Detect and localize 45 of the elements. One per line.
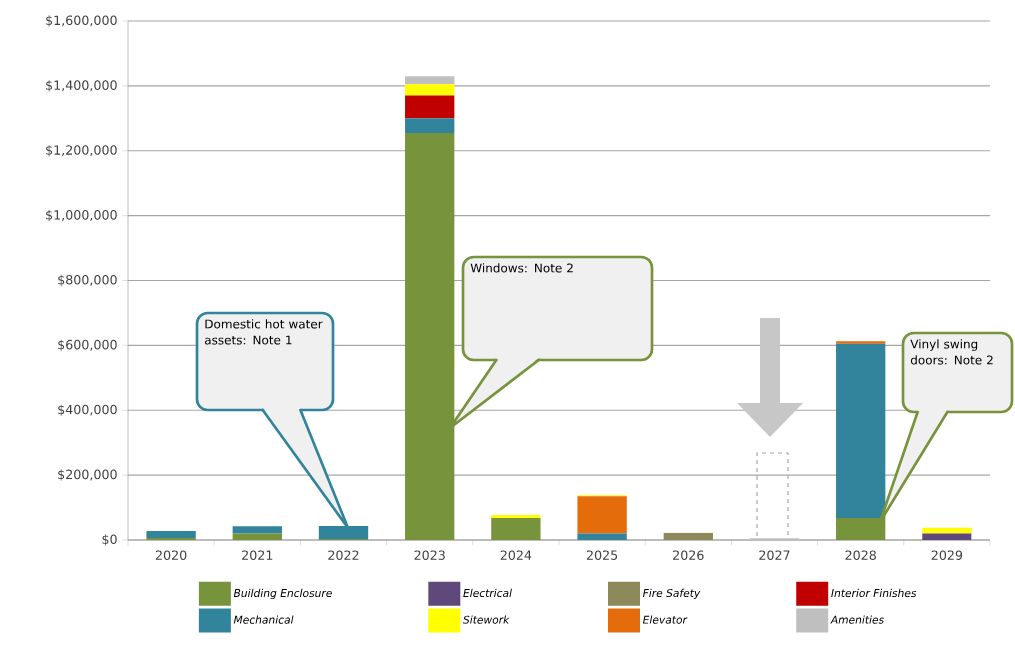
y-tick-label: $1,200,000: [46, 145, 117, 157]
bar: [232, 533, 282, 540]
y-tick-label: $1,600,000: [46, 15, 117, 27]
x-tick-label: 2023: [414, 550, 445, 560]
bar: [405, 95, 455, 119]
bar: [146, 530, 196, 539]
x-tick-label: 2025: [586, 550, 618, 560]
y-tick-label: $800,000: [58, 274, 117, 287]
x-tick-label: 2021: [242, 550, 273, 560]
legend-label: Mechanical: [233, 615, 294, 624]
bar: [922, 527, 972, 534]
bar: [663, 532, 713, 540]
x-tick-label: 2022: [328, 550, 359, 560]
bar: [491, 517, 541, 540]
bar: [405, 118, 455, 133]
y-tick-label: $1,000,000: [46, 209, 117, 222]
bar: [577, 533, 627, 540]
bar: [491, 515, 541, 518]
y-tick-label: $400,000: [58, 404, 117, 416]
x-tick-label: 2024: [500, 550, 532, 560]
annotation: Domestic hot water assets: Note 1: [204, 319, 323, 345]
annotation: Windows: Note 2: [470, 263, 573, 273]
legend-label: Building Enclosure: [233, 588, 332, 600]
bar: [836, 341, 886, 344]
bar: [405, 76, 455, 85]
y-tick-label: $600,000: [58, 339, 117, 352]
x-tick-label: 2020: [155, 550, 187, 560]
bar: [922, 533, 972, 540]
y-tick-label: $0: [102, 534, 117, 546]
bar: [232, 526, 282, 534]
legend-label: Amenities: [830, 615, 884, 624]
legend-label: Electrical: [463, 588, 512, 598]
annotation: Vinyl swing doors: Note 2: [910, 339, 993, 365]
y-tick-label: $1,400,000: [46, 80, 117, 92]
x-tick-label: 2028: [845, 550, 876, 560]
legend-label: Interior Finishes: [831, 588, 917, 598]
bar: [577, 496, 627, 534]
x-tick-label: 2026: [673, 550, 704, 560]
y-tick-label: $200,000: [58, 469, 117, 481]
bar: [405, 84, 455, 96]
legend-label: Elevator: [642, 615, 688, 624]
legend-label: Sitework: [463, 615, 510, 624]
legend-label: Fire Safety: [642, 588, 701, 600]
x-tick-label: 2029: [931, 550, 963, 560]
x-tick-label: 2027: [759, 550, 790, 560]
